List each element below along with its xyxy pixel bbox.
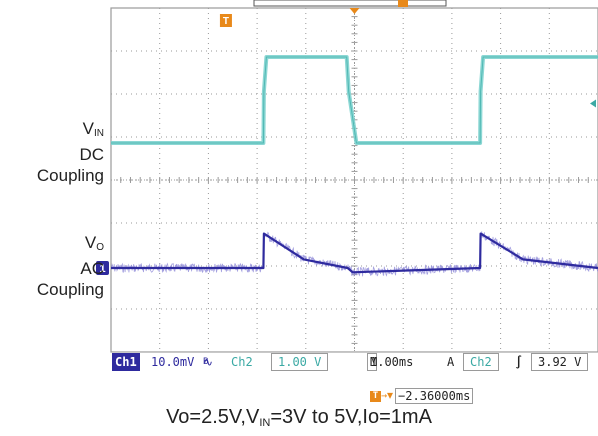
delay-value: −2.36000ms bbox=[395, 388, 474, 404]
delay-arrow-icon: →▼ bbox=[381, 390, 394, 402]
time-scale-readout: M 1.00ms bbox=[367, 353, 413, 371]
scope-traces bbox=[110, 55, 598, 277]
ch1-ground-marker-label: 1 bbox=[99, 263, 105, 275]
horizontal-delay-readout: T →▼ −2.36000ms bbox=[370, 388, 474, 405]
trigger-position-marker-label: T bbox=[223, 16, 229, 27]
ch1-ground-marker bbox=[96, 261, 109, 275]
ch1-scale: 10.0mV bbox=[151, 355, 195, 369]
expansion-point-marker bbox=[349, 8, 360, 14]
ch1-name: Ch1 bbox=[112, 353, 140, 371]
trigger-position-marker bbox=[219, 14, 232, 27]
ch1-vo-trace bbox=[111, 232, 598, 274]
ch1-vo-noise bbox=[110, 231, 598, 277]
ch2-vin-trace-core bbox=[111, 56, 598, 144]
trigger-level-arrow bbox=[590, 99, 596, 108]
vin-channel-label: VIN DC Coupling bbox=[36, 119, 104, 185]
scope-markers: 1T bbox=[96, 0, 596, 275]
vo-channel-label: VO AC Coupling bbox=[36, 233, 104, 299]
trigger-source: Ch2 bbox=[463, 353, 499, 371]
scope-status-bar: Ch1 10.0mV ∿ Β Ch2 1.00 V M 1.00ms A Ch2 ∫… bbox=[111, 352, 598, 371]
record-view-indicator bbox=[253, 0, 447, 7]
trigger-mode: A bbox=[447, 355, 455, 369]
ch2-name: Ch2 bbox=[231, 355, 253, 369]
trigger-level: 3.92 V bbox=[531, 353, 589, 371]
scope-grid bbox=[110, 7, 598, 353]
trigger-slope-icon: ∫ bbox=[515, 355, 523, 369]
ch2-scale: 1.00 V bbox=[271, 353, 329, 371]
trigger-marker-icon: T bbox=[370, 391, 381, 402]
record-trigger-marker bbox=[398, 0, 408, 7]
figure-caption: Vo=2.5V,VIN=3V to 5V,Io=1mA bbox=[166, 406, 432, 429]
